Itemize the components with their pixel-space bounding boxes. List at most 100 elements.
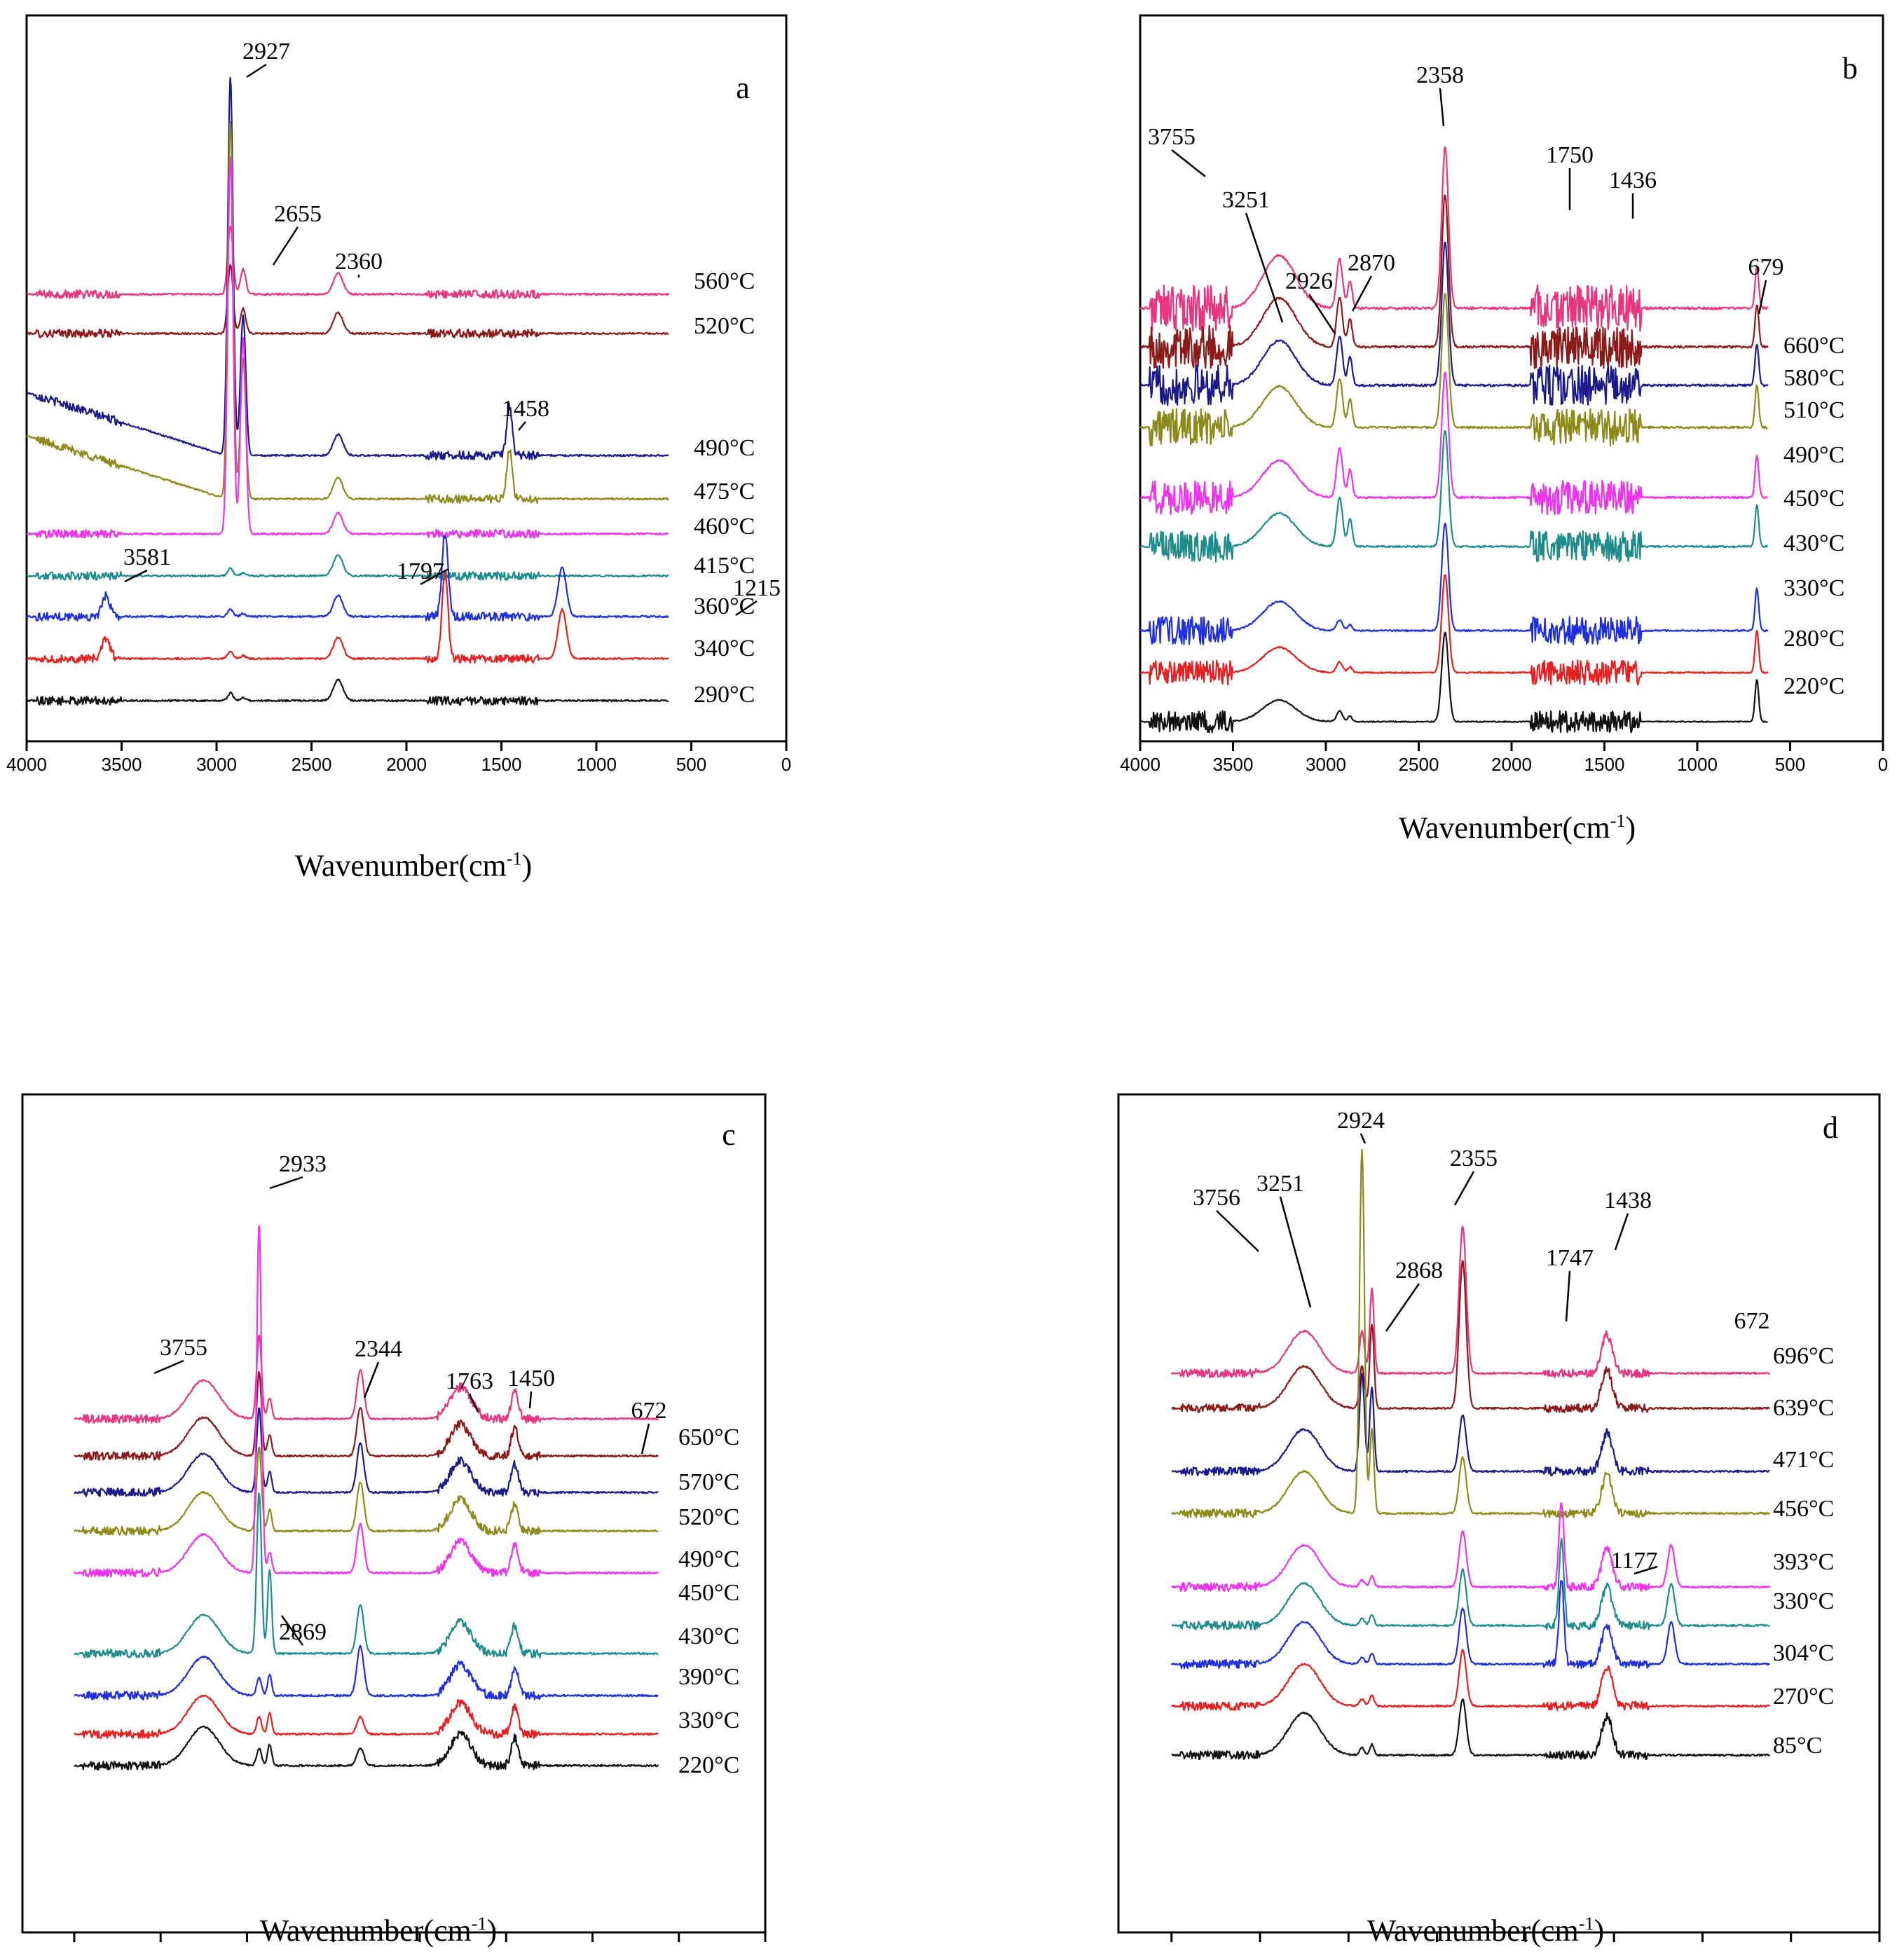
annotation-arrow <box>641 1423 650 1455</box>
annotation-arrow <box>1439 88 1445 127</box>
series-label: 510°C <box>1783 397 1844 423</box>
spectrum-line-430°C <box>1139 430 1769 563</box>
peak-annotation: 3756 <box>1193 1185 1240 1211</box>
x-tick-label: 4000 <box>6 754 47 775</box>
annotation-arrow <box>1614 1213 1629 1251</box>
panel-letter: b <box>1842 51 1858 85</box>
spectrum-line-650°C <box>74 1334 659 1424</box>
peak-annotation: 1450 <box>507 1366 555 1391</box>
panel-b: 4000 3500 3000 2500 2000 1500 1000 500 0 Wavenumb… <box>1120 14 1888 845</box>
series-label: 390°C <box>678 1664 739 1690</box>
x-tick-label: 3500 <box>1213 754 1254 775</box>
series-label: 304°C <box>1773 1640 1834 1666</box>
x-tick-label: 2500 <box>292 754 332 775</box>
peak-annotation: 1750 <box>1546 142 1594 168</box>
spectrum-line-471°C <box>1171 1373 1770 1477</box>
spectrum-line-490°C <box>74 1446 659 1536</box>
peak-annotation: 679 <box>1748 254 1784 280</box>
series-label: 340°C <box>694 635 755 661</box>
series-label: 570°C <box>678 1469 739 1495</box>
spectrum-line-450°C <box>74 1225 659 1578</box>
annotation-arrow <box>1308 294 1336 334</box>
spectrum-line-490°C <box>26 76 669 461</box>
series-label: 560°C <box>694 268 755 294</box>
series-label: 393°C <box>1773 1549 1834 1575</box>
spectrum-line-570°C <box>74 1370 659 1461</box>
spectrum-line-304°C <box>1170 1580 1770 1670</box>
peak-annotation: 1177 <box>1611 1548 1658 1574</box>
panel-a: 4000 3500 3000 2500 2000 1500 1000 500 0 Wavenumb… <box>6 14 791 883</box>
annotation-arrow <box>1565 1270 1571 1322</box>
series-label: 471°C <box>1773 1447 1834 1473</box>
annotation-arrow <box>1453 1171 1475 1206</box>
x-tick-label: 2500 <box>1399 754 1439 775</box>
series-label: 450°C <box>1783 486 1844 511</box>
series-label: 415°C <box>694 553 755 579</box>
spectrum-line-430°C <box>74 1492 659 1658</box>
x-tick-label: 1500 <box>481 754 522 775</box>
peak-annotation: 1215 <box>733 575 781 601</box>
peak-annotation: 672 <box>631 1398 667 1424</box>
series-label: 280°C <box>1783 626 1844 652</box>
spectrum-line-393°C <box>1171 1502 1771 1592</box>
annotation-arrow <box>1279 1196 1312 1308</box>
spectrum-line-456°C <box>1170 1148 1771 1519</box>
series-label: 520°C <box>694 313 755 339</box>
peak-annotation: 3251 <box>1222 187 1270 213</box>
panel-d: 40003500300025002000150010005000Wavenumb… <box>1117 1093 1881 1948</box>
spectrum-line-290°C <box>26 678 669 706</box>
spectrum-line-220°C <box>74 1725 659 1771</box>
x-tick-label: 2000 <box>386 754 427 775</box>
peak-annotation: 2358 <box>1416 62 1464 88</box>
peak-annotation: 2355 <box>1450 1146 1498 1171</box>
series-label: 490°C <box>694 435 755 461</box>
annotation-arrow <box>735 600 758 617</box>
x-axis-label: Wavenumber(cm-1) <box>295 848 532 883</box>
annotation-arrow <box>280 1615 304 1646</box>
x-tick-label: 1500 <box>1584 754 1625 775</box>
x-tick-label: 500 <box>676 754 706 775</box>
peak-annotation: 3755 <box>160 1335 207 1361</box>
peak-annotation: 2870 <box>1348 250 1395 276</box>
peak-annotation: 2344 <box>355 1336 402 1362</box>
spectrum-line-580°C <box>1139 194 1769 369</box>
annotation-arrow <box>468 1394 479 1413</box>
series-label: 270°C <box>1773 1684 1834 1710</box>
annotation-arrow <box>1634 1565 1658 1575</box>
annotation-arrow <box>269 1176 303 1190</box>
annotation-arrow <box>1245 212 1284 323</box>
plot-frame <box>25 14 788 743</box>
series-label: 85°C <box>1773 1733 1822 1759</box>
annotation-arrow <box>528 1391 533 1409</box>
plot-frame <box>1139 14 1884 743</box>
spectrum-line-360°C <box>26 535 669 621</box>
annotation-arrow <box>153 1359 184 1375</box>
annotation-arrow <box>246 63 267 78</box>
x-tick-label: 3000 <box>1306 754 1346 775</box>
peak-annotation: 2933 <box>279 1151 327 1177</box>
peak-annotation: 3581 <box>123 544 171 570</box>
spectrum-line-520°C <box>74 1407 659 1497</box>
peak-annotation: 2926 <box>1285 268 1333 294</box>
spectrum-line-220°C <box>1139 631 1768 734</box>
peak-annotation: 2655 <box>274 201 322 227</box>
x-tick-label: 2000 <box>1491 754 1532 775</box>
spectrum-line-330°C <box>1171 1537 1770 1631</box>
spectrum-line-520°C <box>26 263 669 339</box>
peak-annotation: 2924 <box>1337 1108 1385 1134</box>
series-label: 220°C <box>678 1752 739 1778</box>
x-tick-label: 1000 <box>576 754 617 775</box>
panel-letter: c <box>722 1118 736 1152</box>
annotation-arrow <box>363 1361 380 1398</box>
annotation-arrow <box>1359 1133 1367 1144</box>
series-label: 520°C <box>678 1504 739 1530</box>
spectrum-line-330°C <box>1139 523 1769 645</box>
spectrum-line-639°C <box>1171 1260 1770 1413</box>
x-axis-label: Wavenumber(cm-1) <box>1399 811 1636 845</box>
series-label: 639°C <box>1773 1395 1834 1421</box>
series-label: 330°C <box>1783 575 1844 601</box>
annotation-arrow <box>1171 149 1206 177</box>
series-label: 330°C <box>678 1707 739 1733</box>
annotation-arrow <box>1216 1210 1259 1252</box>
